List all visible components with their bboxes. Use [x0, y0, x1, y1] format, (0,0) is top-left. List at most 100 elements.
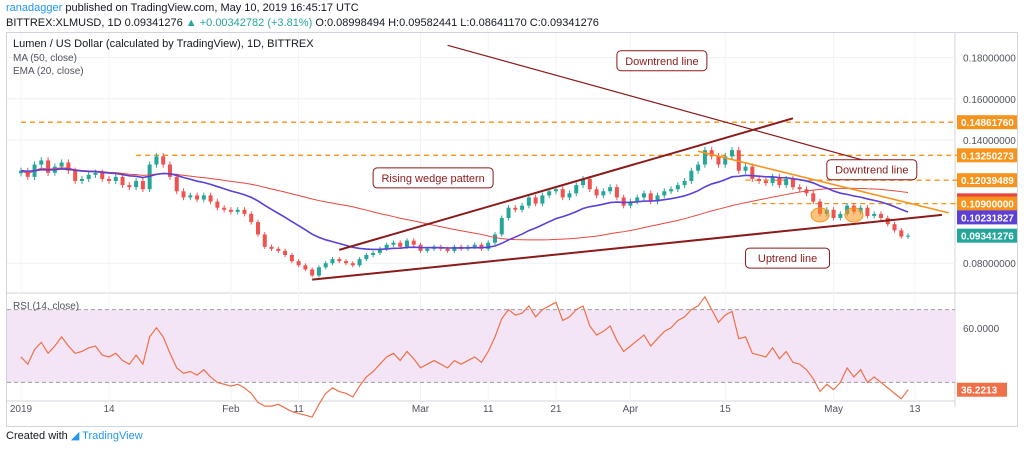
candle-body [337, 259, 342, 262]
chart-frame [6, 32, 1018, 427]
time-tick-label: 15 [720, 404, 732, 415]
annotation-box [372, 167, 494, 189]
candle-body [201, 195, 206, 200]
candle-body [784, 178, 789, 186]
candle-body [811, 193, 816, 202]
time-tick-label: May [824, 404, 843, 415]
candle-body [249, 213, 254, 223]
candle-body [269, 246, 274, 249]
candle-body [174, 176, 179, 192]
candle-body [120, 176, 125, 186]
candle-body [66, 162, 71, 171]
annotation-box [745, 247, 831, 269]
candle-body [235, 209, 240, 212]
price-badge-label: 0.14861760 [961, 118, 1014, 129]
candle-body [384, 244, 389, 249]
legend-entry: EMA (20, close) [13, 66, 84, 77]
candle-body [608, 187, 613, 192]
rsi-badge [957, 382, 1007, 397]
candle-body [296, 261, 301, 266]
candle-body [892, 224, 897, 231]
wedge-lower-line [312, 213, 943, 281]
candle-body [790, 178, 795, 188]
candle-body [377, 248, 382, 253]
candle-body [635, 197, 640, 202]
candle-body [39, 160, 44, 165]
candle-body [520, 205, 525, 210]
candle-body [547, 191, 552, 196]
price-tick-label: 0.16000000 [963, 95, 1016, 106]
candle-body [865, 207, 870, 216]
change-text: +0.00342782 (+3.81%) [199, 17, 313, 29]
candle-body [215, 201, 220, 208]
price-tick-label: 0.08000000 [963, 259, 1016, 270]
candle-body [838, 213, 843, 218]
rsi-line [20, 295, 909, 418]
candle-body [689, 170, 694, 181]
symbol-quote: BITTREX:XLMUSD, 1D 0.09341276 ▲ +0.00342… [6, 17, 599, 29]
candle-body [222, 207, 227, 210]
candle-body [242, 209, 247, 214]
candle-body [364, 255, 369, 260]
price-badge [957, 210, 1017, 225]
candle-body [127, 185, 132, 188]
candle-body [391, 242, 396, 245]
tradingview-brand[interactable]: TradingView [82, 430, 143, 442]
candle-body [59, 162, 64, 167]
wedge-upper-line [338, 117, 794, 251]
rsi-title: RSI (14, close) [13, 301, 79, 312]
candle-body [763, 181, 768, 184]
candle-body [560, 189, 565, 198]
candle-body [107, 178, 112, 181]
candle-body [113, 176, 118, 181]
candle-body [499, 218, 504, 235]
candle-body [134, 181, 139, 188]
candle-body [93, 172, 98, 175]
candle-body [228, 209, 233, 212]
candle-body [479, 244, 484, 249]
time-tick-label: 11 [293, 404, 304, 415]
candle-body [316, 267, 321, 276]
price-badge-label: 0.13250273 [961, 151, 1014, 162]
price-badge [957, 115, 1017, 130]
candle-body [262, 234, 267, 247]
candle-body [682, 181, 687, 186]
candle-body [404, 240, 409, 247]
candle-body [303, 265, 308, 270]
symbol-line: BITTREX:XLMUSD, 1D 0.09341276 [6, 17, 183, 29]
annotation-label: Downtrend line [625, 56, 698, 68]
chart-title: Lumen / US Dollar (calculated by Trading… [13, 38, 314, 50]
candle-body [161, 156, 166, 165]
candle-body [86, 174, 91, 179]
published-text: published on TradingView.com, May 10, 20… [65, 2, 359, 14]
author-link[interactable]: ranadagger [6, 2, 63, 14]
rsi-band [7, 309, 955, 383]
candle-body [181, 191, 186, 198]
candle-body [601, 191, 606, 196]
candle-body [757, 178, 762, 181]
candle-body [587, 178, 592, 190]
candle-body [283, 250, 288, 255]
candle-body [655, 195, 660, 202]
candle-body [167, 164, 172, 177]
candle-body [425, 248, 430, 251]
annotation-box [826, 159, 918, 181]
annotation-label: Rising wedge pattern [381, 173, 484, 185]
candle-body [154, 156, 159, 165]
candle-body [323, 263, 328, 268]
support-circle [810, 207, 830, 223]
annotation-label: Downtrend line [835, 165, 908, 177]
downtrend-short-line [697, 150, 949, 214]
candle-body [594, 189, 599, 196]
rsi-tick-label: 60.0000 [963, 324, 1000, 335]
candle-body [581, 178, 586, 186]
candle-body [472, 244, 477, 247]
price-tick-label: 0.14000000 [963, 136, 1016, 147]
candle-body [614, 187, 619, 198]
candle-body [669, 189, 674, 192]
annotation-label: Uptrend line [758, 253, 817, 265]
candle-body [743, 166, 748, 171]
candle-body [574, 185, 579, 194]
time-tick-label: Apr [623, 404, 639, 415]
